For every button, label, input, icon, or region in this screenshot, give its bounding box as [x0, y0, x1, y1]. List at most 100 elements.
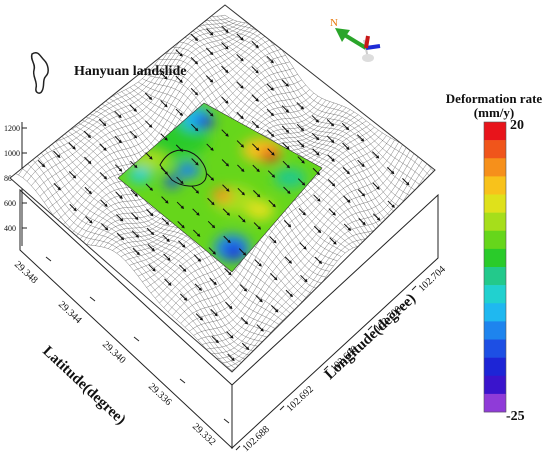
displacement-arrow [297, 156, 305, 164]
displacement-arrow [53, 183, 61, 191]
displacement-arrow [85, 216, 93, 224]
displacement-arrow [130, 189, 138, 197]
displacement-arrow [296, 102, 305, 110]
displacement-arrow [342, 167, 350, 175]
displacement-arrow [210, 309, 218, 317]
displacement-arrow [207, 220, 216, 229]
displacement-arrow [193, 254, 202, 262]
displacement-arrow [206, 28, 214, 36]
displacement-arrow [179, 293, 188, 301]
displacement-arrow [358, 217, 366, 226]
displacement-arrow [115, 191, 123, 199]
north-arrow-icon [335, 28, 381, 62]
displacement-arrow [267, 170, 276, 178]
displacement-arrow [238, 215, 246, 223]
displacement-arrow [326, 118, 335, 127]
displacement-arrow [371, 151, 380, 159]
displacement-arrow [191, 158, 199, 166]
displacement-arrow [237, 187, 245, 196]
displacement-arrow [129, 130, 138, 139]
displacement-arrow [161, 196, 169, 204]
displacement-arrow [84, 186, 92, 195]
displacement-arrow [69, 203, 77, 212]
displacement-arrow [266, 129, 275, 138]
displacement-arrow [236, 111, 244, 120]
legend-swatch [484, 303, 506, 322]
displacement-arrow [271, 305, 279, 313]
displacement-arrow [116, 214, 124, 222]
displacement-arrow [256, 324, 264, 332]
displacement-arrow [192, 229, 201, 237]
displacement-arrow [222, 208, 231, 216]
displacement-arrow [356, 134, 365, 142]
legend-swatch [484, 248, 506, 268]
displacement-arrow [146, 209, 154, 217]
displacement-arrow [116, 232, 125, 241]
displacement-arrow [206, 143, 214, 151]
displacement-arrow [178, 264, 187, 272]
displacement-arrow [311, 115, 320, 123]
displacement-arrow [254, 259, 262, 267]
legend-swatch [484, 176, 506, 195]
displacement-arrow [222, 184, 230, 192]
displacement-arrow [270, 273, 278, 281]
displacement-arrow [357, 189, 366, 197]
displacement-arrow [207, 197, 215, 206]
displacement-arrow [387, 166, 395, 175]
displacement-arrow [253, 222, 262, 230]
displacement-arrow [100, 223, 109, 231]
legend-min-label: -25 [506, 409, 525, 424]
displacement-arrow [208, 247, 216, 255]
displacement-arrow [205, 47, 214, 56]
displacement-arrow [266, 108, 275, 117]
displacement-arrow [175, 144, 184, 152]
elevation-tick-label: 600 [4, 199, 16, 208]
displacement-arrow [176, 201, 185, 210]
displacement-arrow [221, 159, 230, 167]
north-label: N [330, 17, 338, 29]
legend-swatch [484, 158, 506, 177]
displacement-arrow [314, 256, 323, 265]
displacement-arrow [226, 331, 234, 339]
displacement-arrow [209, 277, 217, 286]
legend-swatch [484, 321, 506, 340]
displacement-arrow [281, 105, 290, 113]
displacement-arrow [99, 143, 107, 151]
displacement-arrow [227, 353, 235, 362]
landslide-outline-icon [30, 51, 49, 94]
displacement-arrow [268, 199, 276, 208]
displacement-arrow [299, 242, 307, 250]
displacement-arrow [329, 237, 337, 245]
displacement-arrow [99, 172, 108, 180]
displacement-arrow [206, 109, 214, 117]
displacement-arrow [372, 182, 380, 190]
displacement-arrow [284, 256, 293, 264]
displacement-arrow [269, 236, 277, 244]
displacement-arrow [191, 186, 200, 194]
displacement-arrow [252, 143, 260, 151]
displacement-arrow [100, 199, 108, 208]
displacement-arrow [313, 225, 322, 234]
displacement-arrow [144, 92, 153, 101]
displacement-arrow [253, 189, 261, 198]
displacement-arrow [221, 129, 229, 137]
displacement-arrow [223, 235, 231, 244]
deformation-overlay [117, 102, 323, 273]
displacement-arrow [190, 33, 199, 42]
legend-swatch [484, 194, 506, 213]
displacement-arrow [327, 135, 335, 144]
displacement-arrow [252, 164, 260, 173]
displacement-arrow [145, 152, 153, 160]
displacement-arrow [387, 200, 395, 208]
displacement-arrow [240, 317, 249, 325]
displacement-arrow [84, 156, 92, 165]
displacement-arrow [267, 148, 275, 156]
displacement-arrow [241, 342, 250, 351]
displacement-arrow [175, 75, 183, 83]
legend-title: Deformation rate (mm/y) [438, 92, 550, 120]
displacement-arrow [206, 173, 215, 181]
legend-color-bar [483, 121, 507, 413]
displacement-arrow [239, 284, 248, 292]
displacement-arrow [68, 171, 77, 179]
